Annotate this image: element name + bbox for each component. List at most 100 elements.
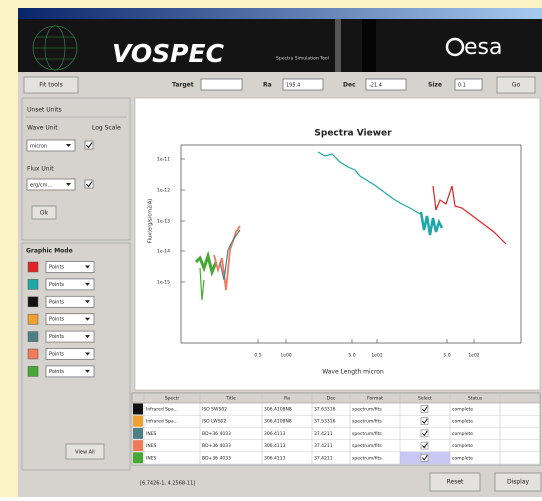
cell: 306.4113 [264,431,286,437]
cell: complete [452,419,473,425]
plot-panel [135,98,540,390]
screen: VOSPEC Spectra Simulation Tool esa Fit t… [0,0,542,497]
log-scale-label: Log Scale [92,125,121,132]
column-header: Dec [327,396,336,402]
cell: spectrum/fits [352,407,382,413]
title-bar [18,8,542,19]
plot-title: Spectra Viewer [314,129,392,139]
ra-label: Ra [263,82,272,89]
x-tick-label: 1e01 [371,353,382,359]
cell: INES [146,443,157,449]
row-swatch [133,428,143,439]
dec-value: -21.4 [369,83,382,89]
cell: 306.4113 [264,443,286,449]
reset-label: Reset [447,479,464,486]
color-swatch[interactable] [28,332,38,342]
log-checkbox[interactable] [85,141,93,149]
x-tick-label: 0.5 [254,353,261,359]
mode-value: Points [49,299,64,305]
cell: 306.4113 [264,455,286,461]
target-input[interactable] [201,79,242,90]
cell: ISO LWS02 [202,419,226,425]
cell: 306.4108N8 [264,419,292,425]
cell: 37.4211 [314,443,333,449]
y-axis-label: Flux(erg/s/cm2/A) [148,199,154,243]
cell: complete [452,443,473,449]
mode-value: Points [49,317,64,323]
x-tick-label: 5.0 [348,353,355,359]
size-label: Size [428,82,442,89]
cell: complete [452,407,473,413]
cell: spectrum/fits [352,431,382,437]
size-value: 0.1 [458,83,466,89]
flux-unit-label: Flux Unit [27,166,54,173]
cell: spectrum/fits [352,419,382,425]
row-swatch [133,404,143,415]
cell: 37.53316 [314,419,336,425]
banner-stripe [335,19,341,72]
cell: 37.4211 [314,431,333,437]
row-swatch [133,452,143,463]
y-tick-label: 1e-15 [157,280,170,286]
cell: BD+36 4033 [202,455,231,461]
mode-value: Points [49,265,64,271]
column-header: Format [367,396,383,402]
column-header: Spectr [165,396,180,402]
color-swatch[interactable] [28,262,38,272]
column-header: Status [468,396,483,402]
banner-title: VOSPEC [112,39,225,68]
color-swatch[interactable] [28,349,38,359]
table [132,393,540,465]
y-tick-label: 1e-13 [157,219,170,225]
column-header: Select [418,396,432,402]
column-header: Title [225,396,236,402]
ok-button-label: Ok [40,210,49,217]
column-header: Ra [284,396,290,402]
color-swatch[interactable] [28,314,38,324]
row-swatch [133,440,143,451]
cell: INES [146,431,157,437]
mode-value: Points [49,282,64,288]
x-tick-label: 1e00 [280,353,291,359]
cell: Infrared Spa... [146,419,178,425]
banner-stripe [362,19,376,72]
y-tick-label: 1e-12 [157,188,170,194]
fit-button-label: Fit tools [39,82,62,89]
units-title: Unset Units [27,107,62,114]
display-label: Display [507,479,530,486]
banner-logo: esa [464,35,502,60]
cell: 37.4211 [314,455,333,461]
log-checkbox[interactable] [85,180,93,188]
banner-subtitle: Spectra Simulation Tool [276,56,329,62]
x-tick-label: 5.0 [443,353,450,359]
graphic-mode-title: Graphic Mode [26,248,73,255]
cell: spectrum/fits [352,455,382,461]
color-swatch[interactable] [28,279,38,289]
cell: ISO SWS02 [202,407,227,413]
y-tick-label: 1e-14 [157,249,170,255]
wave-unit-value: micron [30,144,47,150]
cell: complete [452,455,473,461]
cell: BD+36 4033 [202,431,231,437]
wave-unit-label: Wave Unit [27,125,58,132]
flux-unit-value: erg/cm... [30,183,53,189]
dec-label: Dec [343,82,356,89]
status-bar: [6.7426-1, 4.2568-11] [140,481,195,487]
row-swatch [133,416,143,427]
target-label: Target [172,82,194,89]
ra-value: 195.4 [286,83,300,89]
x-axis-label: Wave Length micron [322,369,384,376]
cell: complete [452,431,473,437]
mode-value: Points [49,334,64,340]
cell: INES [146,455,157,461]
color-swatch[interactable] [28,297,38,307]
cell: 37.63316 [314,407,336,413]
color-swatch[interactable] [28,366,38,376]
go-button-label: Go [512,82,521,89]
x-tick-label: 1e02 [468,353,479,359]
y-tick-label: 1e-11 [157,157,170,163]
cell: 306.4108N8 [264,407,292,413]
cell: spectrum/fits [352,443,382,449]
view-all-label: View All [75,450,95,456]
cell: BD+36 4033 [202,443,231,449]
